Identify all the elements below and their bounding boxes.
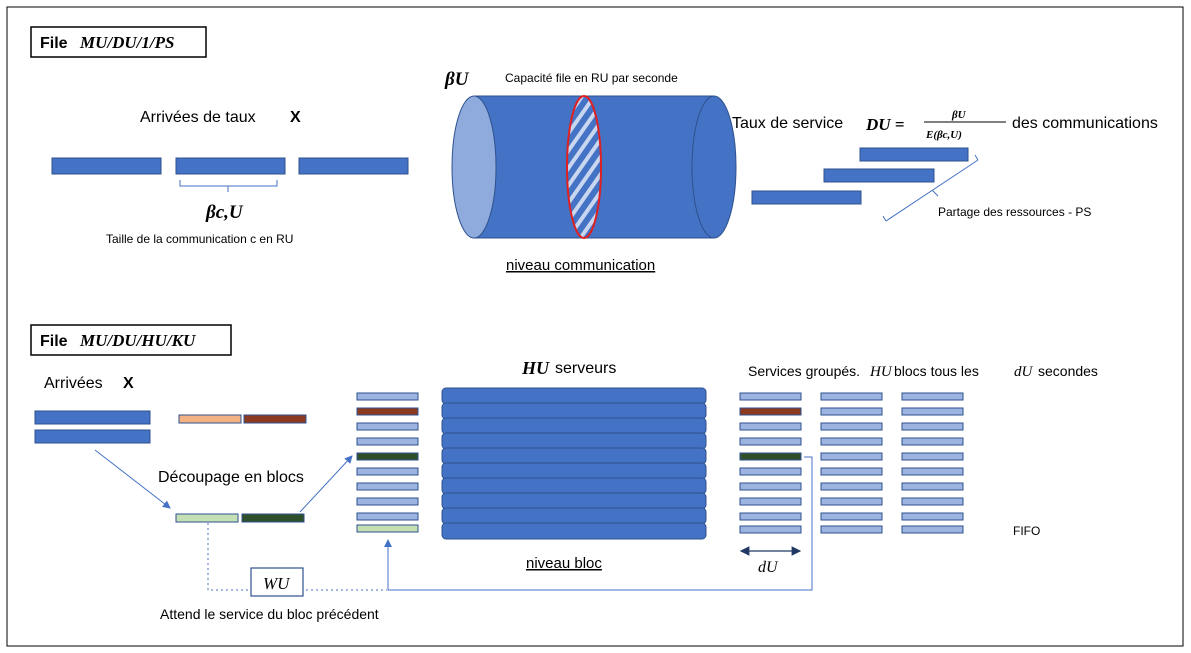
bottom-arrivals-label: Arrivées [44, 375, 103, 392]
size-symbol: βc,U [205, 202, 244, 223]
size-bracket [179, 180, 278, 192]
mint-chunk [175, 513, 239, 523]
grouped-label: Services groupés. [748, 363, 860, 379]
ps-bar-1 [859, 147, 969, 162]
sharing-label: Partage des ressources - PS [938, 205, 1091, 219]
capacity-caption: Capacité file en RU par seconde [505, 71, 678, 85]
wait-dotted-path [207, 523, 387, 591]
server-cylinders [441, 387, 707, 540]
service-rate-label: Taux de service [732, 115, 843, 132]
service-rate-suffix: des communications [1012, 115, 1158, 132]
top-title-box [30, 26, 207, 58]
servers-label: serveurs [555, 360, 616, 377]
block-level-label: niveau bloc [526, 555, 602, 572]
brown-chunk [243, 414, 307, 424]
grouped-symbol: HU [869, 364, 893, 380]
arrival-bar-3 [298, 157, 409, 175]
output-column-1 [739, 392, 802, 534]
top-arrivals-symbol: X [290, 109, 301, 126]
period-symbol: dU [758, 559, 779, 576]
top-section: File MU/DU/1/PS Arrivées de taux X βc,U … [30, 26, 1158, 274]
ps-bracket [882, 154, 979, 222]
output-column-2 [820, 392, 883, 534]
size-caption: Taille de la communication c en RU [106, 232, 293, 246]
arrival-block-2 [34, 429, 151, 444]
fraction-numerator: βU [951, 109, 967, 121]
input-queue [356, 392, 419, 533]
arrival-block-1 [34, 410, 151, 425]
capacity-symbol: βU [444, 69, 470, 90]
top-title-notation: MU/DU/1/PS [79, 33, 174, 52]
feedback-arrow [384, 456, 813, 591]
cut-label: Découpage en blocs [158, 469, 304, 486]
fifo-label: FIFO [1013, 524, 1040, 538]
fraction-denominator: E(βc,U) [925, 129, 962, 141]
output-column-3 [901, 392, 964, 534]
bottom-section: File MU/DU/HU/KU Arrivées X Découpage en… [30, 324, 1098, 622]
servers-symbol: HU [521, 358, 550, 378]
wait-symbol: WU [263, 574, 291, 593]
grouped-mid: blocs tous les [894, 363, 979, 379]
communication-level-label: niveau communication [506, 257, 655, 274]
arrival-bar-1 [51, 157, 162, 175]
wait-box [250, 567, 304, 597]
bottom-title-notation: MU/DU/HU/KU [79, 331, 196, 350]
service-rate-symbol: DU = [865, 115, 905, 134]
cut-arrow-in [94, 449, 171, 509]
peach-chunk [178, 414, 242, 424]
capacity-cylinder [451, 95, 737, 239]
cut-arrow-out [299, 455, 353, 513]
bottom-title-prefix: File [40, 333, 68, 350]
capacity-slice [566, 95, 602, 239]
ps-bar-2 [823, 168, 935, 183]
bottom-arrivals-symbol: X [123, 375, 134, 392]
bottom-title-box [30, 324, 232, 356]
grouped-period: dU [1014, 364, 1034, 380]
arrival-bar-2 [175, 157, 286, 175]
ps-bar-3 [751, 190, 862, 205]
wait-caption: Attend le service du bloc précédent [160, 606, 379, 622]
green-chunk [241, 513, 305, 523]
outer-frame [6, 6, 1184, 647]
grouped-suffix: secondes [1038, 363, 1098, 379]
top-title-prefix: File [40, 35, 68, 52]
top-arrivals-label: Arrivées de taux [140, 109, 256, 126]
